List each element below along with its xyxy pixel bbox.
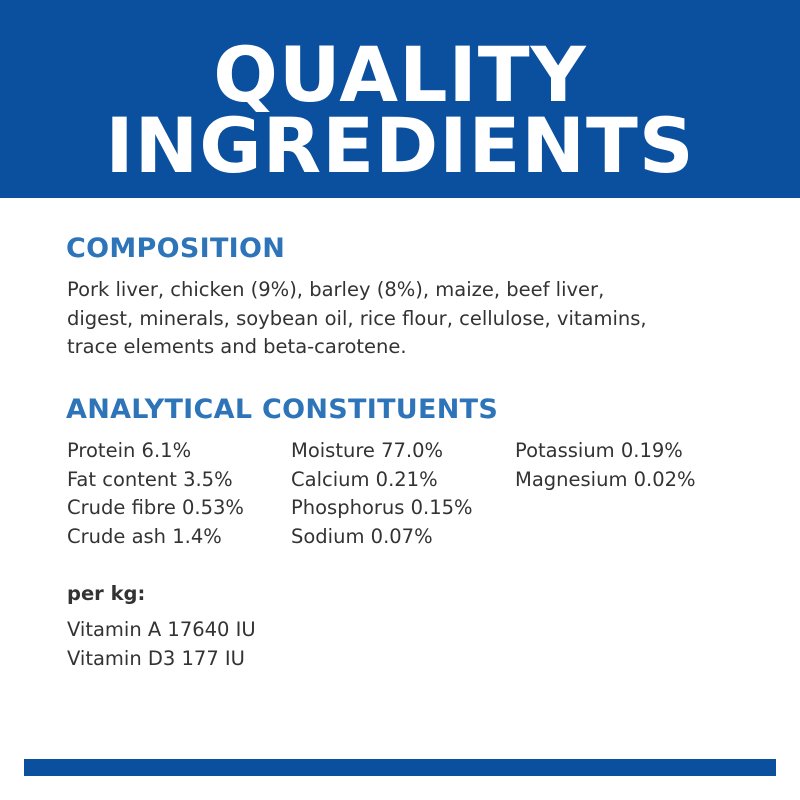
per-kg-label: per kg: bbox=[67, 582, 146, 605]
constituent: Phosphorus 0.15% bbox=[291, 496, 473, 519]
vitamin-item: Vitamin D3 177 IU bbox=[67, 646, 245, 670]
footer-bar bbox=[24, 759, 776, 776]
header-banner: QUALITY INGREDIENTS bbox=[0, 0, 800, 198]
composition-line: digest, minerals, soybean oil, rice flou… bbox=[67, 306, 647, 330]
vitamin-item: Vitamin A 17640 IU bbox=[67, 618, 256, 641]
constituent: Crude fibre 0.53% bbox=[67, 496, 244, 519]
constituents-column-3: Potassium 0.19% Magnesium 0.02% bbox=[515, 437, 696, 494]
composition-text: Pork liver, chicken (9%), barley (8%), m… bbox=[67, 276, 647, 362]
constituent: Sodium 0.07% bbox=[291, 524, 433, 548]
analytical-heading: ANALYTICAL CONSTITUENTS bbox=[66, 394, 499, 425]
constituents-column-1: Protein 6.1% Fat content 3.5% Crude fibr… bbox=[67, 437, 244, 551]
constituent: Protein 6.1% bbox=[67, 439, 192, 462]
constituent: Fat content 3.5% bbox=[67, 467, 233, 491]
constituent: Moisture 77.0% bbox=[291, 439, 444, 462]
composition-line: trace elements and beta-carotene. bbox=[67, 335, 407, 358]
title-line-2: INGREDIENTS bbox=[105, 101, 695, 190]
composition-line: Pork liver, chicken (9%), barley (8%), m… bbox=[67, 278, 605, 301]
constituents-column-2: Moisture 77.0% Calcium 0.21% Phosphorus … bbox=[291, 437, 473, 551]
per-kg-list: Vitamin A 17640 IU Vitamin D3 177 IU bbox=[67, 616, 256, 673]
constituent: Magnesium 0.02% bbox=[515, 467, 696, 491]
constituent: Calcium 0.21% bbox=[291, 467, 438, 491]
constituent: Potassium 0.19% bbox=[515, 439, 683, 462]
constituent: Crude ash 1.4% bbox=[67, 524, 222, 548]
composition-heading: COMPOSITION bbox=[66, 233, 286, 264]
title-line-1: QUALITY bbox=[213, 30, 587, 119]
